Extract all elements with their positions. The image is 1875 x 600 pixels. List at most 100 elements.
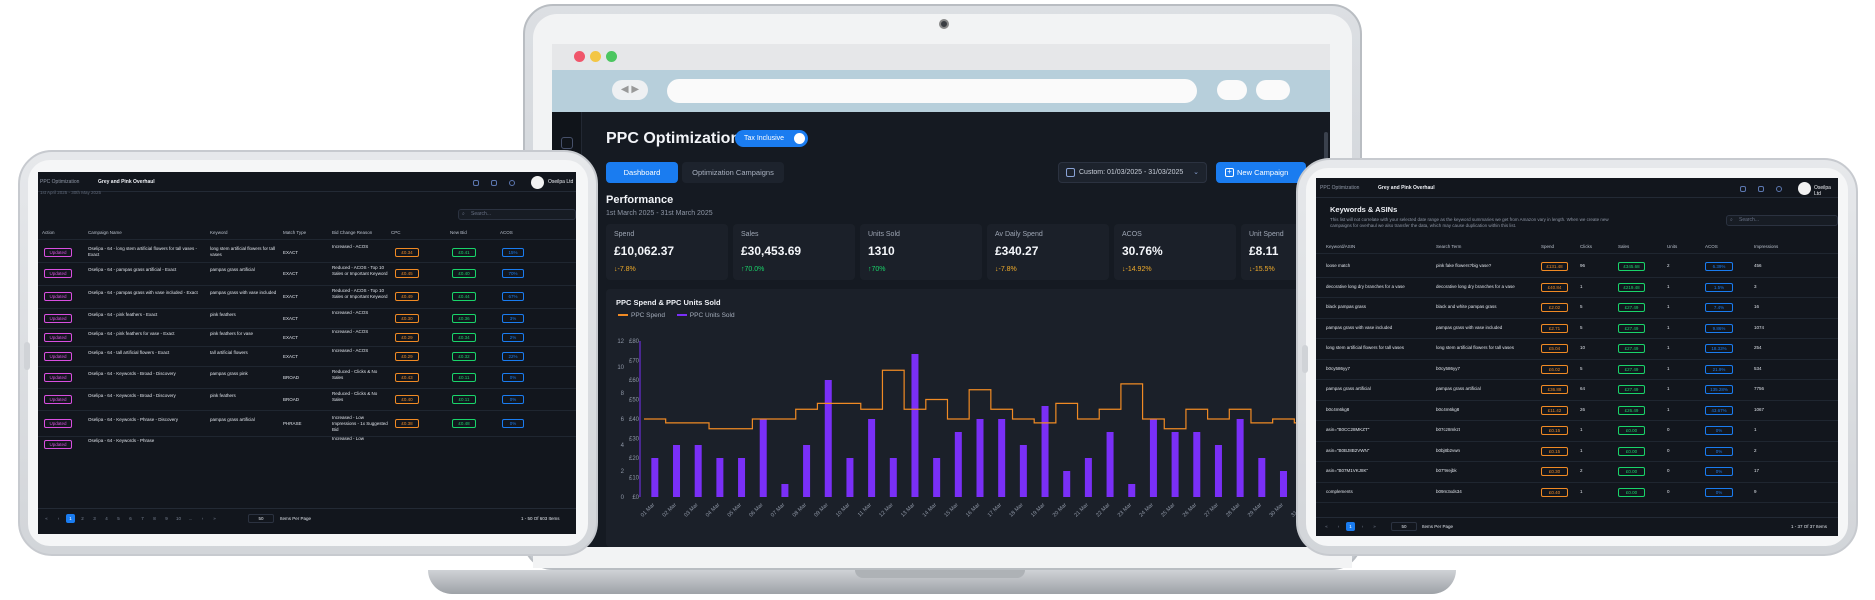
close-window-icon[interactable] xyxy=(574,51,585,62)
items-per-page-select[interactable]: 50 xyxy=(248,514,274,523)
last-page-icon[interactable]: » xyxy=(1373,524,1376,529)
page-2-button[interactable]: 2 xyxy=(81,516,84,521)
tab-dashboard[interactable]: Dashboard xyxy=(606,162,678,183)
action-badge[interactable]: Updated xyxy=(44,418,72,428)
table-row[interactable]: asin="B0CC28MKZT" b07cz8mkzt £0.15 1 £0.00 0 0… xyxy=(1316,420,1838,442)
keyword-cell: pampas grass artificial xyxy=(1326,386,1371,391)
table-row[interactable]: Updated Oselipa - 64 - long stem artifici… xyxy=(38,242,576,263)
first-page-icon[interactable]: « xyxy=(1325,524,1328,529)
tab-optimization-campaigns[interactable]: Optimization Campaigns xyxy=(682,162,784,183)
search-input[interactable]: ⌕ Search... xyxy=(1726,215,1838,226)
table-row[interactable]: complements b09m3xds34 £0.40 1 £0.00 0 0% 9 xyxy=(1316,482,1838,503)
bell-icon[interactable] xyxy=(473,180,479,186)
table-row[interactable]: asin="B07M1VKJ8K" b07'9rejbk £0.30 2 £0.00 0 0… xyxy=(1316,461,1838,483)
page-5-button[interactable]: 5 xyxy=(117,516,120,521)
column-header[interactable]: Keyword xyxy=(210,230,228,235)
column-header[interactable]: Sales xyxy=(1618,244,1630,249)
page-8-button[interactable]: 8 xyxy=(153,516,156,521)
column-header[interactable]: Clicks xyxy=(1580,244,1592,249)
action-badge[interactable]: Updated xyxy=(44,372,72,382)
column-header[interactable]: Spend xyxy=(1541,244,1555,249)
column-header[interactable]: ACOS xyxy=(1705,244,1718,249)
table-row[interactable]: loose match pink fake flowers?big vase? £1… xyxy=(1316,256,1838,278)
column-header[interactable]: Impressions xyxy=(1754,244,1779,249)
page-1-button[interactable]: 1 xyxy=(1346,522,1355,531)
column-header[interactable]: CPC xyxy=(391,230,401,235)
table-row[interactable]: b0c4m6kg8 b0c4m6kg8 £11.42 26 £26.49 1 43.67% 1… xyxy=(1316,400,1838,421)
table-row[interactable]: Updated Oselipa - 64 - pampas grass with … xyxy=(38,285,576,309)
items-per-page-select[interactable]: 50 xyxy=(1391,522,1417,531)
table-row[interactable]: Updated Oselipa - 64 - Keywords - Broad -… xyxy=(38,388,576,411)
page-4-button[interactable]: 4 xyxy=(105,516,108,521)
first-page-icon[interactable]: « xyxy=(45,516,48,521)
table-row[interactable]: Updated Oselipa - 64 - pampas grass artif… xyxy=(38,262,576,286)
table-row[interactable]: Updated Oselipa - 64 - Keywords - Phrase I… xyxy=(38,436,576,452)
column-header[interactable]: Bid Change Reason xyxy=(332,230,373,235)
column-header[interactable]: Action xyxy=(42,230,55,235)
breadcrumb-root[interactable]: PPC Optimization xyxy=(1320,185,1360,191)
calendar-icon[interactable] xyxy=(491,180,497,186)
search-input[interactable]: ⌕ Search... xyxy=(458,209,576,220)
address-bar[interactable] xyxy=(667,79,1197,103)
column-header[interactable]: Campaign Name xyxy=(88,230,122,235)
table-row[interactable]: b0cy586yy7 b0cy586yy7 £6.02 5 £27.49 1 21.9% 53… xyxy=(1316,359,1838,380)
action-badge[interactable]: Updated xyxy=(44,332,72,342)
help-icon[interactable] xyxy=(1776,186,1782,192)
bell-icon[interactable] xyxy=(1740,186,1746,192)
menu-icon[interactable] xyxy=(561,137,573,149)
browser-button[interactable] xyxy=(1256,80,1290,100)
action-badge[interactable]: Updated xyxy=(44,269,72,278)
next-page-icon[interactable]: › xyxy=(201,516,204,521)
table-row[interactable]: long stem artificial flowers for tall va… xyxy=(1316,338,1838,360)
legend-item-spend[interactable]: PPC Spend xyxy=(618,312,665,319)
action-badge[interactable]: Updated xyxy=(44,439,72,449)
maximize-window-icon[interactable] xyxy=(606,51,617,62)
browser-button[interactable] xyxy=(1217,80,1247,100)
action-badge[interactable]: Updated xyxy=(44,394,72,404)
page-3-button[interactable]: 3 xyxy=(93,516,96,521)
page-1-button[interactable]: 1 xyxy=(66,514,75,523)
column-header[interactable]: New Bid xyxy=(450,230,467,235)
tax-inclusive-toggle[interactable]: Tax Inclusive xyxy=(735,130,809,147)
column-header[interactable]: Keyword/ASIN xyxy=(1326,244,1356,249)
page-9-button[interactable]: 9 xyxy=(165,516,168,521)
prev-page-icon[interactable]: ‹ xyxy=(1337,524,1340,529)
column-header[interactable]: ACOS xyxy=(500,230,513,235)
breadcrumb-root[interactable]: PPC Optimization xyxy=(40,179,80,185)
column-header[interactable]: Search Term xyxy=(1436,244,1462,249)
next-page-icon[interactable]: › xyxy=(1361,524,1364,529)
legend-item-units[interactable]: PPC Units Sold xyxy=(676,312,735,319)
table-row[interactable]: Updated Oselipa - 64 - Keywords - Broad -… xyxy=(38,366,576,389)
action-badge[interactable]: Updated xyxy=(44,351,72,361)
column-header[interactable]: Match Type xyxy=(283,230,307,235)
table-row[interactable]: pampas grass artificial pampas grass arti… xyxy=(1316,379,1838,401)
page-11-button[interactable]: ... xyxy=(188,516,193,521)
action-badge[interactable]: Updated xyxy=(44,313,72,323)
units-bar xyxy=(694,445,702,497)
minimize-window-icon[interactable] xyxy=(590,51,601,62)
table-row[interactable]: Updated Oselipa - 64 - tall artificial fl… xyxy=(38,346,576,367)
table-row[interactable]: black pampas grass black and white pampas… xyxy=(1316,297,1838,319)
page-6-button[interactable]: 6 xyxy=(129,516,132,521)
calendar-icon[interactable] xyxy=(1758,186,1764,192)
page-10-button[interactable]: 10 xyxy=(175,516,181,521)
table-row[interactable]: Updated Oselipa - 64 - pink feathers - Ex… xyxy=(38,308,576,329)
prev-page-icon[interactable]: ‹ xyxy=(57,516,60,521)
action-badge[interactable]: Updated xyxy=(44,292,72,301)
avatar[interactable] xyxy=(1798,182,1811,195)
column-header[interactable]: Units xyxy=(1667,244,1678,249)
new-campaign-button[interactable]: + New Campaign xyxy=(1216,162,1306,183)
last-page-icon[interactable]: » xyxy=(213,516,216,521)
row-divider xyxy=(1316,317,1838,319)
action-badge[interactable]: Updated xyxy=(44,247,72,257)
table-row[interactable]: asin="B0BJ8B2VWN" b0bj8b2vwn £0.15 1 £0.00 0 0… xyxy=(1316,441,1838,462)
help-icon[interactable] xyxy=(509,180,515,186)
table-row[interactable]: Updated Oselipa - 64 - Keywords - Phrase … xyxy=(38,410,576,437)
avatar[interactable] xyxy=(531,176,544,189)
back-forward-icon[interactable]: ◀ ▶ xyxy=(612,80,648,100)
table-row[interactable]: decorative long dry branches for a vase d… xyxy=(1316,277,1838,298)
table-row[interactable]: pampas grass with vase included pampas gr… xyxy=(1316,318,1838,339)
page-7-button[interactable]: 7 xyxy=(141,516,144,521)
date-range-picker[interactable]: Custom: 01/03/2025 - 31/03/2025 ⌄ xyxy=(1058,162,1207,183)
table-row[interactable]: Updated Oselipa - 64 - pink feathers for … xyxy=(38,328,576,347)
